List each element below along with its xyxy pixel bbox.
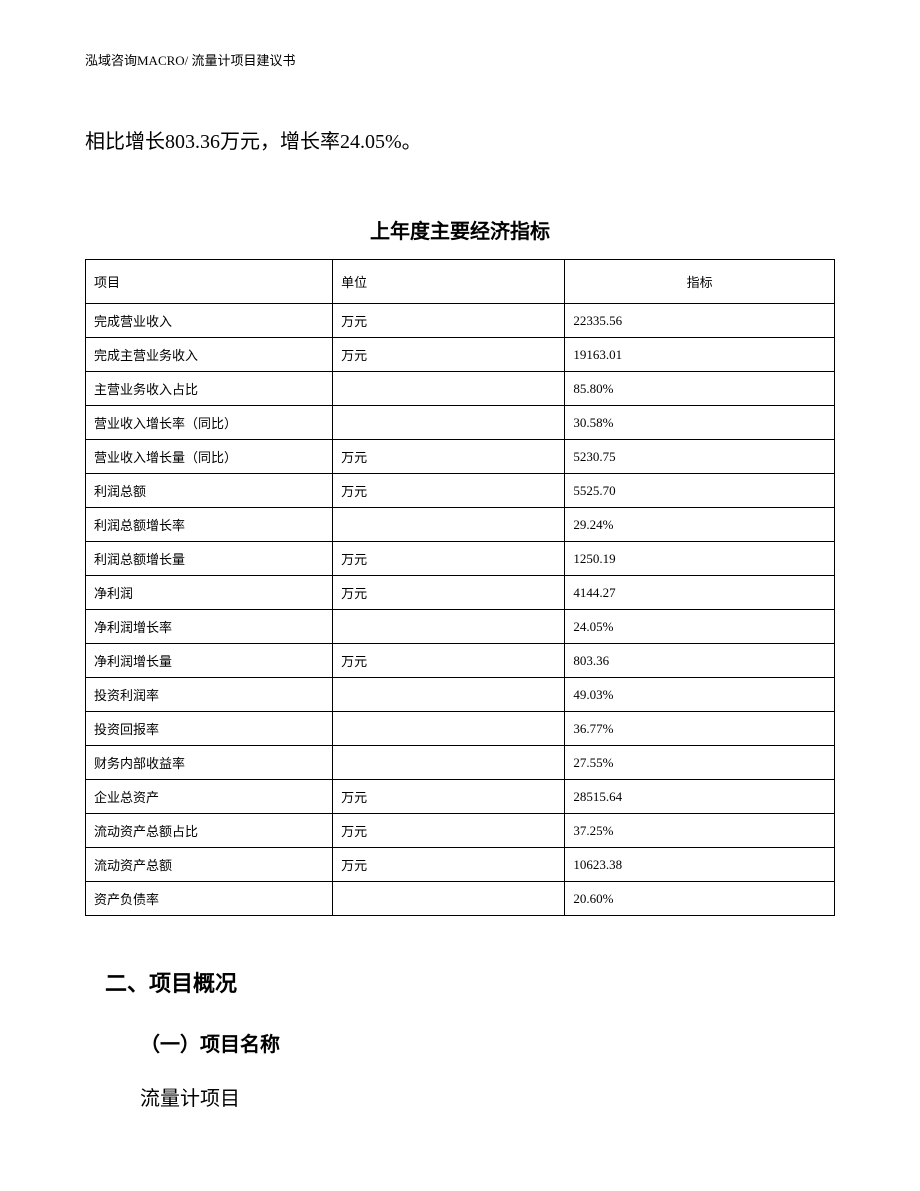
cell-unit: 万元 (333, 304, 565, 338)
cell-item: 利润总额 (86, 474, 333, 508)
cell-unit (333, 678, 565, 712)
table-row: 财务内部收益率 27.55% (86, 746, 835, 780)
table-row: 完成主营业务收入万元19163.01 (86, 338, 835, 372)
cell-unit (333, 712, 565, 746)
cell-value: 5525.70 (565, 474, 835, 508)
cell-item: 利润总额增长量 (86, 542, 333, 576)
cell-unit: 万元 (333, 644, 565, 678)
table-row: 主营业务收入占比 85.80% (86, 372, 835, 406)
cell-item: 投资回报率 (86, 712, 333, 746)
table-row: 投资回报率 36.77% (86, 712, 835, 746)
cell-unit (333, 882, 565, 916)
cell-value: 5230.75 (565, 440, 835, 474)
table-row: 利润总额万元5525.70 (86, 474, 835, 508)
table-row: 企业总资产万元28515.64 (86, 780, 835, 814)
cell-value: 4144.27 (565, 576, 835, 610)
cell-value: 28515.64 (565, 780, 835, 814)
body-text: 流量计项目 (140, 1082, 835, 1111)
table-row: 营业收入增长率（同比） 30.58% (86, 406, 835, 440)
cell-value: 27.55% (565, 746, 835, 780)
cell-item: 净利润 (86, 576, 333, 610)
cell-item: 净利润增长量 (86, 644, 333, 678)
cell-value: 22335.56 (565, 304, 835, 338)
cell-item: 流动资产总额占比 (86, 814, 333, 848)
cell-value: 1250.19 (565, 542, 835, 576)
cell-unit: 万元 (333, 440, 565, 474)
cell-unit: 万元 (333, 542, 565, 576)
cell-item: 完成主营业务收入 (86, 338, 333, 372)
cell-value: 36.77% (565, 712, 835, 746)
cell-value: 29.24% (565, 508, 835, 542)
cell-value: 30.58% (565, 406, 835, 440)
table-body: 完成营业收入万元22335.56完成主营业务收入万元19163.01主营业务收入… (86, 304, 835, 916)
table-row: 净利润万元4144.27 (86, 576, 835, 610)
subsection-heading: （一）项目名称 (140, 1028, 835, 1057)
cell-unit (333, 610, 565, 644)
cell-value: 85.80% (565, 372, 835, 406)
cell-value: 37.25% (565, 814, 835, 848)
table-row: 资产负债率 20.60% (86, 882, 835, 916)
table-title: 上年度主要经济指标 (85, 215, 835, 244)
table-row: 净利润增长率 24.05% (86, 610, 835, 644)
cell-item: 利润总额增长率 (86, 508, 333, 542)
header-unit: 单位 (333, 260, 565, 304)
cell-item: 流动资产总额 (86, 848, 333, 882)
cell-unit: 万元 (333, 848, 565, 882)
header-value: 指标 (565, 260, 835, 304)
cell-item: 营业收入增长率（同比） (86, 406, 333, 440)
cell-value: 49.03% (565, 678, 835, 712)
cell-unit: 万元 (333, 780, 565, 814)
page-header: 泓域咨询MACRO/ 流量计项目建议书 (85, 50, 835, 69)
cell-item: 投资利润率 (86, 678, 333, 712)
table-row: 利润总额增长率 29.24% (86, 508, 835, 542)
cell-item: 企业总资产 (86, 780, 333, 814)
table-row: 流动资产总额占比万元37.25% (86, 814, 835, 848)
economic-indicators-table: 项目 单位 指标 完成营业收入万元22335.56完成主营业务收入万元19163… (85, 259, 835, 916)
table-row: 净利润增长量万元803.36 (86, 644, 835, 678)
table-row: 完成营业收入万元22335.56 (86, 304, 835, 338)
intro-text: 相比增长803.36万元，增长率24.05%。 (85, 124, 835, 160)
table-row: 营业收入增长量（同比）万元5230.75 (86, 440, 835, 474)
cell-item: 主营业务收入占比 (86, 372, 333, 406)
cell-item: 财务内部收益率 (86, 746, 333, 780)
cell-item: 营业收入增长量（同比） (86, 440, 333, 474)
cell-unit (333, 746, 565, 780)
cell-unit (333, 508, 565, 542)
cell-item: 资产负债率 (86, 882, 333, 916)
cell-value: 19163.01 (565, 338, 835, 372)
cell-value: 20.60% (565, 882, 835, 916)
header-item: 项目 (86, 260, 333, 304)
cell-unit: 万元 (333, 814, 565, 848)
cell-value: 803.36 (565, 644, 835, 678)
cell-unit: 万元 (333, 338, 565, 372)
cell-value: 10623.38 (565, 848, 835, 882)
cell-item: 净利润增长率 (86, 610, 333, 644)
section-heading: 二、项目概况 (105, 966, 835, 998)
cell-unit: 万元 (333, 576, 565, 610)
cell-value: 24.05% (565, 610, 835, 644)
table-row: 利润总额增长量万元1250.19 (86, 542, 835, 576)
cell-item: 完成营业收入 (86, 304, 333, 338)
cell-unit (333, 372, 565, 406)
table-row: 投资利润率 49.03% (86, 678, 835, 712)
cell-unit (333, 406, 565, 440)
table-row: 流动资产总额万元10623.38 (86, 848, 835, 882)
cell-unit: 万元 (333, 474, 565, 508)
table-header-row: 项目 单位 指标 (86, 260, 835, 304)
